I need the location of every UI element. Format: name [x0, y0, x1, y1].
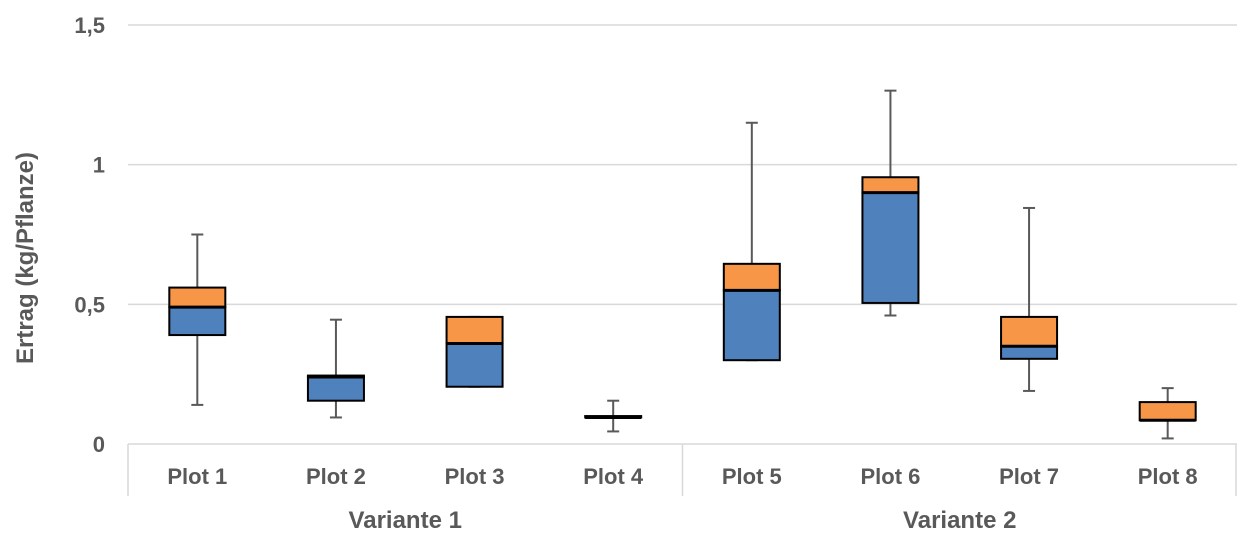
y-axis-tick-labels: 0 0,5 1 1,5 — [74, 13, 105, 457]
boxes — [168, 89, 1197, 440]
x-axis-category-labels: Plot 1 Plot 2 Plot 3 Plot 4 Plot 5 Plot 6 Plot… — [167, 464, 1197, 489]
upper-box — [1000, 315, 1059, 348]
gridlines — [128, 24, 1237, 306]
lower-box — [1000, 345, 1059, 360]
box-plot-5 — [722, 121, 781, 362]
box-plot-7 — [1000, 206, 1059, 392]
box-plot-3 — [445, 315, 504, 388]
box-plot-4 — [584, 399, 643, 433]
x-category-label: Plot 5 — [722, 464, 782, 489]
x-category-label: Plot 7 — [999, 464, 1059, 489]
y-tick-label: 1,5 — [74, 13, 105, 38]
y-tick-label: 0,5 — [74, 292, 105, 317]
y-tick-label: 1 — [93, 153, 105, 178]
x-category-label: Plot 1 — [167, 464, 227, 489]
upper-box — [722, 262, 781, 292]
upper-box — [861, 176, 920, 194]
lower-box — [306, 375, 365, 402]
x-category-label: Plot 6 — [860, 464, 920, 489]
lower-box — [861, 191, 920, 304]
lower-box — [722, 289, 781, 362]
x-category-label: Plot 3 — [445, 464, 505, 489]
axes — [127, 443, 1237, 496]
y-axis-title: Ertrag (kg/Pflanze) — [12, 152, 39, 364]
box-plot-6 — [861, 89, 920, 317]
lower-box — [445, 342, 504, 388]
lower-box — [168, 306, 227, 337]
box-plot-2 — [306, 318, 365, 419]
upper-box — [445, 315, 504, 345]
x-category-label: Plot 2 — [306, 464, 366, 489]
box-plot-1 — [168, 233, 227, 406]
x-group-label: Variante 1 — [349, 507, 462, 534]
x-category-label: Plot 8 — [1138, 464, 1198, 489]
upper-box — [168, 286, 227, 309]
x-category-label: Plot 4 — [583, 464, 644, 489]
box-plot-8 — [1138, 387, 1197, 440]
y-tick-label: 0 — [93, 432, 105, 457]
upper-box — [1138, 401, 1197, 422]
x-group-label: Variante 2 — [903, 507, 1016, 534]
x-axis-group-labels: Variante 1 Variante 2 — [349, 507, 1017, 534]
